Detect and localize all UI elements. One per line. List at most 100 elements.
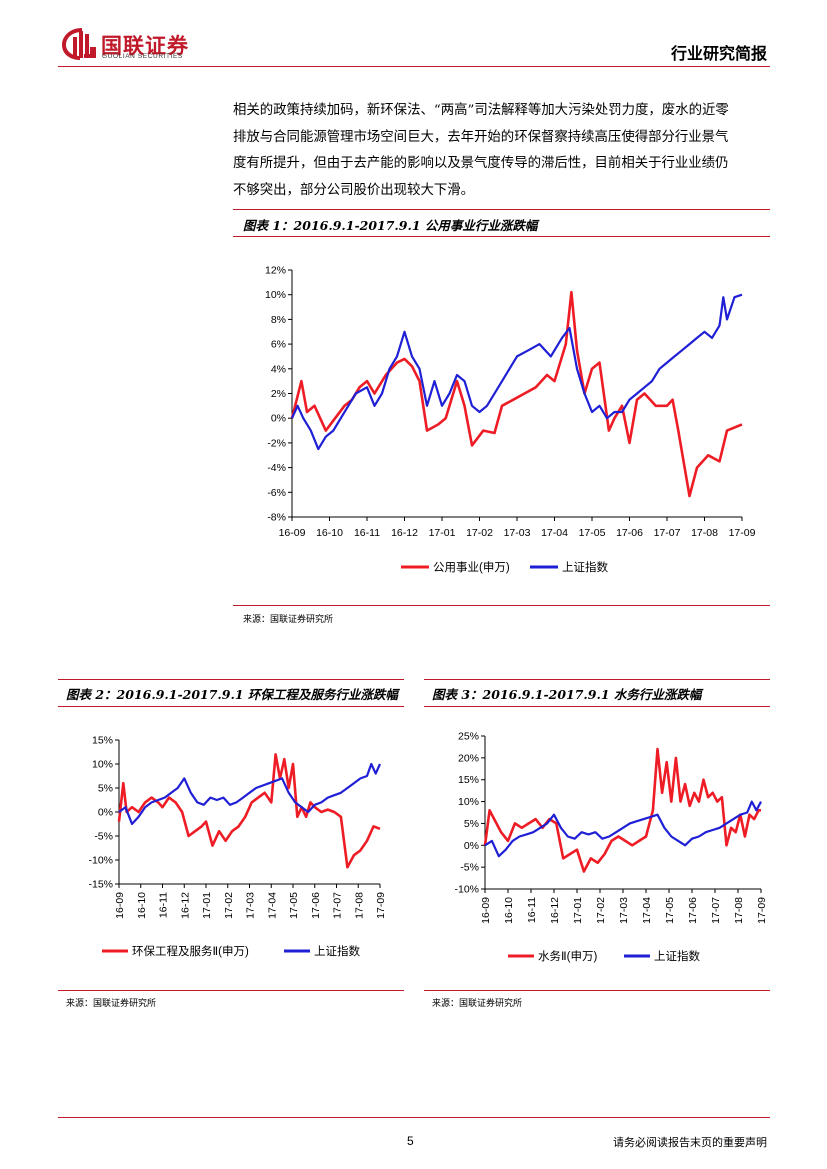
legend-label: 上证指数 bbox=[314, 944, 360, 958]
x-tick-label: 16-12 bbox=[179, 892, 191, 919]
page-number: 5 bbox=[407, 1134, 414, 1148]
x-tick-label: 16-09 bbox=[279, 527, 306, 539]
fig2-top-rule bbox=[58, 679, 404, 680]
y-tick-label: 10% bbox=[92, 759, 113, 771]
paragraph-line: 不够突出，部分公司股价出现较大下滑。 bbox=[233, 183, 475, 199]
fig2-source: 来源：国联证券研究所 bbox=[66, 999, 157, 1009]
y-tick-label: 0% bbox=[271, 413, 286, 425]
y-tick-label: 15% bbox=[92, 735, 113, 747]
y-tick-label: 25% bbox=[458, 731, 479, 743]
footer-rule bbox=[58, 1117, 770, 1118]
y-tick-label: -4% bbox=[267, 462, 286, 474]
fig3-top-rule bbox=[424, 679, 770, 680]
fig2-title: 图表 2：2016.9.1-2017.9.1 环保工程及服务行业涨跌幅 bbox=[66, 687, 398, 702]
y-tick-label: 5% bbox=[98, 783, 113, 795]
fig3-chart: -10% -5% 0% 5% 10% 15% 20% 25% 16-09 16-10 16-11 16… bbox=[454, 731, 768, 964]
x-tick-label: 17-06 bbox=[310, 892, 322, 919]
x-tick-label: 16-10 bbox=[316, 527, 343, 539]
x-tick-label: 17-02 bbox=[595, 897, 607, 924]
y-tick-label: 20% bbox=[458, 752, 479, 764]
x-tick-label: 17-08 bbox=[691, 527, 718, 539]
x-tick-label: 17-09 bbox=[375, 892, 387, 919]
fig3-source: 来源：国联证券研究所 bbox=[432, 999, 523, 1009]
x-tick-label: 17-03 bbox=[245, 892, 257, 919]
x-tick-label: 17-07 bbox=[332, 892, 344, 919]
x-tick-label: 16-11 bbox=[158, 892, 170, 918]
x-tick-label: 16-12 bbox=[391, 527, 418, 539]
fig2-title-rule bbox=[58, 706, 404, 707]
series-line-shanghai-index bbox=[484, 800, 762, 858]
x-tick-label: 17-06 bbox=[616, 527, 643, 539]
x-tick-label: 16-09 bbox=[480, 897, 492, 924]
x-tick-label: 17-09 bbox=[729, 527, 756, 539]
x-tick-label: 17-02 bbox=[223, 892, 235, 919]
x-tick-label: 17-02 bbox=[466, 527, 493, 539]
x-tick-label: 16-11 bbox=[526, 897, 538, 923]
x-tick-label: 17-04 bbox=[641, 897, 653, 924]
document-type: 行业研究简报 bbox=[670, 44, 767, 63]
y-tick-label: 6% bbox=[271, 339, 286, 351]
x-tick-label: 17-01 bbox=[572, 897, 584, 924]
fig3-title-rule bbox=[424, 706, 770, 707]
y-tick-label: 10% bbox=[265, 289, 286, 301]
y-tick-label: 4% bbox=[271, 363, 286, 375]
x-tick-label: 17-08 bbox=[353, 892, 365, 919]
x-tick-label: 17-03 bbox=[504, 527, 531, 539]
fig2-chart: -15% -10% -5% 0% 5% 10% 15% 16-09 16-10 16-11 16-1… bbox=[88, 735, 387, 959]
header-rule bbox=[58, 66, 770, 67]
paragraph-line: 度有所提升，但由于去产能的影响以及景气度传导的滞后性，目前相关于行业业绩仍 bbox=[233, 156, 729, 172]
fig1-source: 来源：国联证券研究所 bbox=[243, 615, 334, 625]
series-line-shanghai-index bbox=[118, 762, 382, 826]
y-tick-label: 2% bbox=[271, 388, 286, 400]
x-tick-label: 17-04 bbox=[266, 892, 278, 919]
x-tick-label: 17-08 bbox=[733, 897, 745, 924]
company-name: 国联证券 bbox=[101, 34, 189, 58]
x-tick-label: 17-06 bbox=[687, 897, 699, 924]
series-line-sector bbox=[483, 747, 761, 873]
y-tick-label: 5% bbox=[464, 818, 479, 830]
x-tick-label: 16-10 bbox=[136, 892, 148, 919]
x-tick-label: 17-03 bbox=[618, 897, 630, 924]
fig1-title-rule bbox=[233, 236, 770, 237]
fig2-bottom-rule bbox=[58, 990, 404, 991]
footer-disclaimer: 请务必阅读报告末页的重要声明 bbox=[613, 1136, 767, 1149]
y-tick-label: -5% bbox=[94, 831, 113, 843]
y-tick-label: 10% bbox=[458, 796, 479, 808]
x-tick-label: 16-10 bbox=[503, 897, 515, 924]
y-tick-label: 12% bbox=[265, 265, 286, 277]
fig1-chart: -8% -6% -4% -2% 0% 2% 4% 6% 8% 10% 12% 16-09 16-10 16… bbox=[265, 265, 756, 575]
x-tick-label: 17-04 bbox=[541, 527, 568, 539]
y-tick-label: -10% bbox=[88, 855, 113, 867]
x-tick-label: 17-09 bbox=[756, 897, 768, 924]
y-tick-label: -15% bbox=[88, 879, 113, 891]
body-paragraph: 相关的政策持续加码，新环保法、“两高”司法解释等加大污染处罚力度，废水的近零 排… bbox=[233, 98, 770, 205]
x-tick-label: 17-01 bbox=[201, 892, 213, 919]
legend-label: 公用事业(申万) bbox=[433, 561, 510, 574]
y-tick-label: 15% bbox=[458, 774, 479, 786]
legend-label: 环保工程及服务Ⅱ(申万) bbox=[132, 944, 249, 958]
x-tick-label: 17-01 bbox=[429, 527, 456, 539]
x-tick-label: 17-05 bbox=[664, 897, 676, 924]
x-tick-label: 17-05 bbox=[288, 892, 300, 919]
fig1-top-rule bbox=[233, 209, 770, 210]
y-tick-label: 8% bbox=[271, 314, 286, 326]
y-tick-label: 0% bbox=[464, 840, 479, 852]
paragraph-line: 相关的政策持续加码，新环保法、“两高”司法解释等加大污染处罚力度，废水的近零 bbox=[233, 103, 729, 118]
legend-label: 水务Ⅱ(申万) bbox=[538, 949, 597, 963]
x-tick-label: 16-12 bbox=[549, 897, 561, 924]
x-tick-label: 17-07 bbox=[710, 897, 722, 924]
series-line-sector bbox=[117, 753, 381, 869]
y-tick-label: -10% bbox=[454, 884, 479, 896]
legend-label: 上证指数 bbox=[562, 560, 608, 574]
fig3-bottom-rule bbox=[424, 990, 770, 991]
x-tick-label: 17-07 bbox=[654, 527, 681, 539]
y-tick-label: -2% bbox=[267, 437, 286, 449]
fig1-bottom-rule bbox=[233, 605, 770, 606]
series-line-sector bbox=[290, 290, 743, 498]
company-name-en: GUOLIAN SECURITIES bbox=[102, 53, 183, 60]
x-tick-label: 16-09 bbox=[114, 892, 126, 919]
y-tick-label: -5% bbox=[460, 862, 479, 874]
fig1-title: 图表 1：2016.9.1-2017.9.1 公用事业行业涨跌幅 bbox=[243, 218, 538, 233]
fig3-title: 图表 3：2016.9.1-2017.9.1 水务行业涨跌幅 bbox=[432, 687, 702, 702]
x-tick-label: 16-11 bbox=[354, 527, 380, 539]
